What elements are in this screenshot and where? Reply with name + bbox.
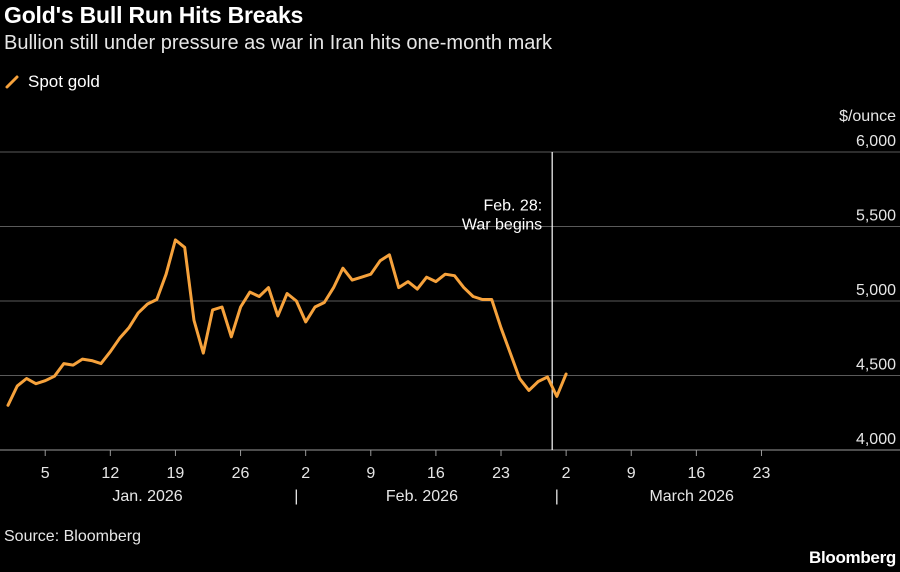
x-tick-label: 16 bbox=[427, 465, 445, 482]
chart-subtitle: Bullion still under pressure as war in I… bbox=[4, 32, 553, 54]
x-month-label: Feb. 2026 bbox=[386, 488, 458, 505]
x-axis: 5 12 19 26 2 9 16 23 2 9 16 23 Jan. 2026 Feb. 2026 Mar… bbox=[41, 450, 771, 505]
source-note: Source: Bloomberg bbox=[4, 528, 141, 545]
y-tick-label: 5,500 bbox=[856, 208, 896, 225]
annotation: Feb. 28: War begins bbox=[462, 152, 553, 450]
x-tick-label: 9 bbox=[366, 465, 375, 482]
x-tick-label: 2 bbox=[301, 465, 310, 482]
legend-label-spot-gold: Spot gold bbox=[28, 72, 100, 91]
month-separator: | bbox=[294, 488, 298, 505]
series-line-spot-gold bbox=[6, 238, 568, 407]
y-tick-label: 4,500 bbox=[856, 357, 896, 374]
chart-plot: $/ounce 6,000 5,500 5,000 4,500 4,000 Feb. 2… bbox=[0, 108, 900, 505]
x-month-label: March 2026 bbox=[649, 488, 734, 505]
chart-title: Gold's Bull Run Hits Breaks bbox=[4, 2, 304, 28]
x-tick-label: 5 bbox=[41, 465, 50, 482]
x-tick-label: 23 bbox=[753, 465, 771, 482]
x-month-label: Jan. 2026 bbox=[112, 488, 182, 505]
gridlines bbox=[0, 151, 900, 451]
series-spot-gold bbox=[6, 238, 568, 407]
y-tick-label: 5,000 bbox=[856, 282, 896, 299]
x-tick-label: 19 bbox=[167, 465, 185, 482]
x-tick-label: 2 bbox=[562, 465, 571, 482]
bloomberg-logo: Bloomberg bbox=[808, 548, 896, 567]
x-tick-label: 16 bbox=[687, 465, 705, 482]
month-separator: | bbox=[555, 488, 559, 505]
x-tick-label: 9 bbox=[627, 465, 636, 482]
legend-line-icon bbox=[5, 75, 19, 89]
y-tick-label: 4,000 bbox=[856, 431, 896, 448]
x-tick-label: 26 bbox=[232, 465, 250, 482]
y-axis: $/ounce 6,000 5,500 5,000 4,500 4,000 bbox=[839, 108, 896, 448]
x-tick-label: 23 bbox=[492, 465, 510, 482]
legend: Spot gold bbox=[4, 72, 100, 92]
y-tick-label: 6,000 bbox=[856, 133, 896, 150]
x-tick-label: 12 bbox=[101, 465, 119, 482]
annotation-line1: Feb. 28: bbox=[483, 198, 542, 215]
y-axis-label: $/ounce bbox=[839, 108, 896, 125]
annotation-line2: War begins bbox=[462, 217, 542, 234]
